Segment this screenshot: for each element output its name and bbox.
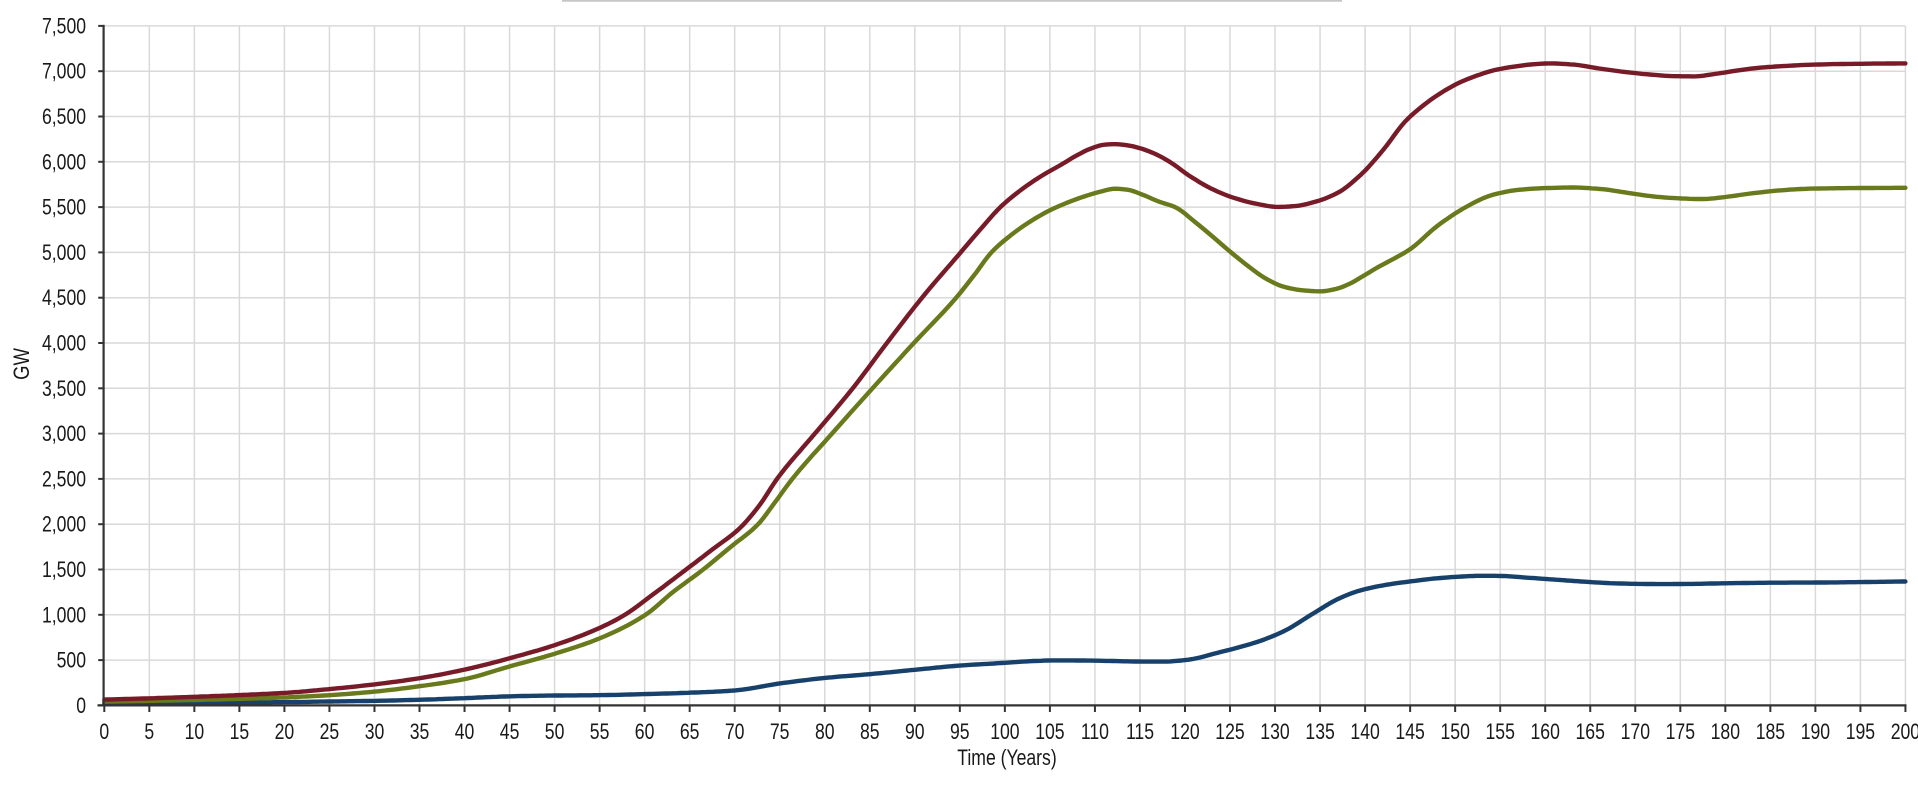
svg-text:5,500: 5,500 (42, 195, 86, 220)
svg-text:10: 10 (185, 719, 205, 744)
svg-text:4,500: 4,500 (42, 285, 86, 310)
svg-text:Time (Years): Time (Years) (957, 745, 1056, 770)
svg-text:6,500: 6,500 (42, 104, 86, 129)
svg-text:100: 100 (990, 719, 1019, 744)
svg-text:6,000: 6,000 (42, 149, 86, 174)
svg-text:4,000: 4,000 (42, 331, 86, 356)
svg-text:35: 35 (410, 719, 430, 744)
svg-text:GW: GW (9, 348, 34, 380)
svg-text:200: 200 (1891, 719, 1918, 744)
svg-text:50: 50 (545, 719, 565, 744)
svg-text:150: 150 (1441, 719, 1470, 744)
svg-text:25: 25 (320, 719, 340, 744)
svg-text:95: 95 (950, 719, 970, 744)
svg-text:20: 20 (275, 719, 295, 744)
svg-text:170: 170 (1621, 719, 1650, 744)
svg-text:7,000: 7,000 (42, 59, 86, 84)
svg-text:70: 70 (725, 719, 745, 744)
svg-text:30: 30 (365, 719, 385, 744)
svg-text:45: 45 (500, 719, 520, 744)
svg-text:5,000: 5,000 (42, 240, 86, 265)
svg-text:90: 90 (905, 719, 925, 744)
svg-text:15: 15 (230, 719, 250, 744)
svg-text:185: 185 (1756, 719, 1785, 744)
svg-text:2,000: 2,000 (42, 512, 86, 537)
svg-text:75: 75 (770, 719, 790, 744)
svg-text:140: 140 (1350, 719, 1379, 744)
svg-text:2,500: 2,500 (42, 466, 86, 491)
svg-text:145: 145 (1395, 719, 1424, 744)
svg-text:1,000: 1,000 (42, 602, 86, 627)
svg-text:160: 160 (1531, 719, 1560, 744)
svg-text:120: 120 (1170, 719, 1199, 744)
svg-text:180: 180 (1711, 719, 1740, 744)
svg-text:65: 65 (680, 719, 700, 744)
svg-text:0: 0 (76, 693, 86, 718)
svg-text:130: 130 (1260, 719, 1289, 744)
svg-text:80: 80 (815, 719, 835, 744)
svg-text:155: 155 (1486, 719, 1515, 744)
svg-text:55: 55 (590, 719, 610, 744)
svg-text:1,500: 1,500 (42, 557, 86, 582)
svg-text:85: 85 (860, 719, 880, 744)
svg-text:115: 115 (1126, 719, 1154, 744)
svg-text:135: 135 (1305, 719, 1334, 744)
svg-text:60: 60 (635, 719, 655, 744)
svg-text:7,500: 7,500 (42, 13, 86, 38)
svg-text:500: 500 (57, 648, 86, 673)
svg-text:5: 5 (144, 719, 154, 744)
svg-text:125: 125 (1215, 719, 1244, 744)
svg-text:105: 105 (1035, 719, 1064, 744)
svg-text:195: 195 (1846, 719, 1875, 744)
svg-text:190: 190 (1801, 719, 1830, 744)
svg-text:3,000: 3,000 (42, 421, 86, 446)
svg-text:175: 175 (1666, 719, 1695, 744)
svg-text:110: 110 (1081, 719, 1109, 744)
svg-text:0: 0 (99, 719, 109, 744)
svg-text:40: 40 (455, 719, 475, 744)
svg-text:3,500: 3,500 (42, 376, 86, 401)
svg-text:165: 165 (1576, 719, 1605, 744)
